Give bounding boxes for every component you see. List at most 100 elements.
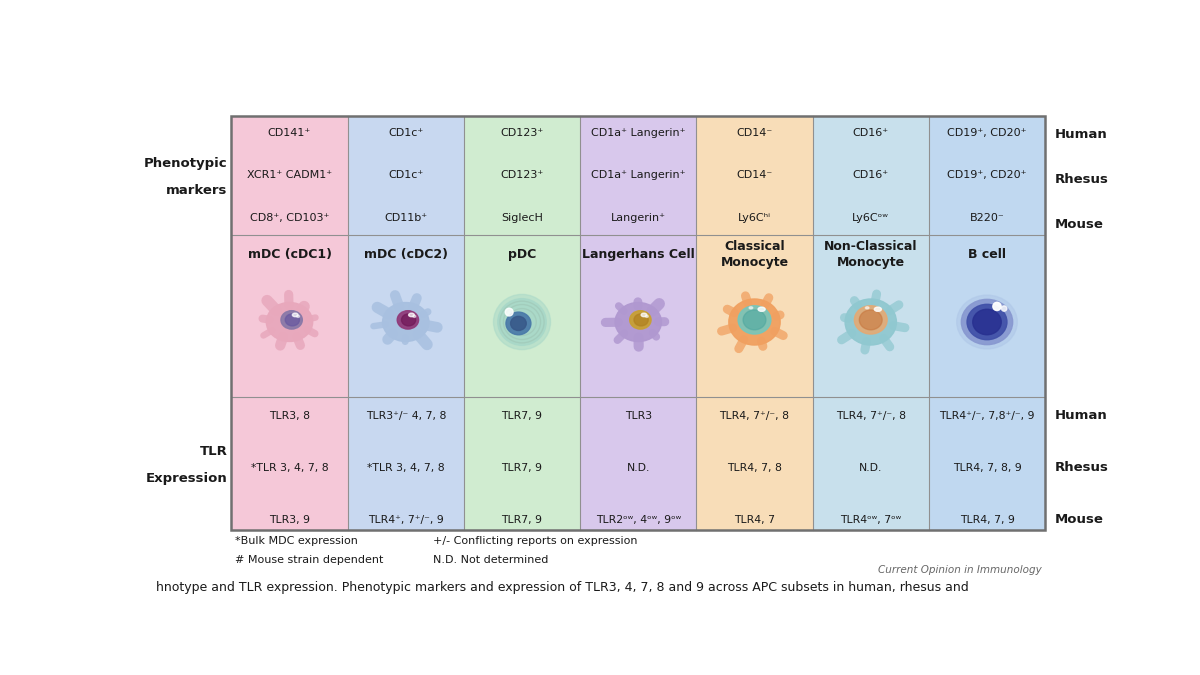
Text: CD11b⁺: CD11b⁺: [384, 213, 427, 223]
Ellipse shape: [967, 304, 1007, 340]
Circle shape: [1002, 306, 1007, 311]
Ellipse shape: [973, 309, 1001, 335]
Ellipse shape: [266, 302, 313, 342]
Ellipse shape: [743, 310, 766, 330]
Text: mDC (cDC2): mDC (cDC2): [364, 248, 448, 261]
Bar: [580, 115, 696, 530]
Text: TLR4, 7: TLR4, 7: [734, 515, 775, 525]
Text: XCR1⁺ CADM1⁺: XCR1⁺ CADM1⁺: [247, 170, 332, 180]
Text: TLR4, 7, 9: TLR4, 7, 9: [960, 515, 1014, 525]
Text: TLR7, 9: TLR7, 9: [502, 463, 542, 473]
Text: N.D.: N.D.: [626, 463, 650, 473]
Text: hnotype and TLR expression. Phenotypic markers and expression of TLR3, 4, 7, 8 a: hnotype and TLR expression. Phenotypic m…: [156, 581, 968, 594]
Text: TLR4ᵒʷ, 7ᵒʷ: TLR4ᵒʷ, 7ᵒʷ: [840, 515, 901, 525]
Text: TLR7, 9: TLR7, 9: [502, 515, 542, 525]
Bar: [696, 115, 812, 530]
Bar: [232, 115, 348, 530]
Ellipse shape: [859, 310, 882, 330]
Ellipse shape: [402, 314, 415, 326]
Text: Human: Human: [1055, 410, 1108, 423]
Bar: [232, 115, 1045, 530]
Text: CD19⁺, CD20⁺: CD19⁺, CD20⁺: [947, 128, 1027, 138]
Text: Langerin⁺: Langerin⁺: [611, 213, 666, 223]
Text: +/- Conflicting reports on expression: +/- Conflicting reports on expression: [433, 536, 637, 546]
Text: *TLR 3, 4, 7, 8: *TLR 3, 4, 7, 8: [251, 463, 329, 473]
Circle shape: [992, 302, 1001, 311]
Text: Mouse: Mouse: [1055, 219, 1103, 232]
Text: TLR4⁺/⁻, 7,8⁺/⁻, 9: TLR4⁺/⁻, 7,8⁺/⁻, 9: [940, 411, 1034, 421]
Bar: [812, 115, 929, 530]
Text: Human: Human: [1055, 128, 1108, 141]
Text: Current Opinion in Immunology: Current Opinion in Immunology: [877, 566, 1042, 575]
Text: TLR2ᵒʷ, 4ᵒʷ, 9ᵒʷ: TLR2ᵒʷ, 4ᵒʷ, 9ᵒʷ: [595, 515, 680, 525]
Ellipse shape: [409, 313, 414, 317]
Ellipse shape: [738, 306, 770, 334]
Text: TLR3: TLR3: [625, 411, 652, 421]
Text: CD16⁺: CD16⁺: [853, 170, 889, 180]
Ellipse shape: [634, 314, 648, 326]
Text: CD1a⁺ Langerin⁺: CD1a⁺ Langerin⁺: [592, 128, 685, 138]
Ellipse shape: [854, 306, 887, 334]
Bar: [348, 115, 464, 530]
Text: B cell: B cell: [968, 248, 1006, 261]
Text: N.D.: N.D.: [859, 463, 882, 473]
Text: TLR4⁺, 7⁺/⁻, 9: TLR4⁺, 7⁺/⁻, 9: [368, 515, 444, 525]
Text: Phenotypic: Phenotypic: [144, 157, 228, 170]
Ellipse shape: [961, 299, 1013, 345]
Text: N.D. Not determined: N.D. Not determined: [433, 555, 548, 564]
Text: CD14⁻: CD14⁻: [737, 128, 773, 138]
Text: Ly6Cʰⁱ: Ly6Cʰⁱ: [738, 213, 772, 223]
Ellipse shape: [646, 315, 648, 317]
Ellipse shape: [630, 310, 652, 329]
Text: CD123⁺: CD123⁺: [500, 170, 544, 180]
Text: *TLR 3, 4, 7, 8: *TLR 3, 4, 7, 8: [367, 463, 444, 473]
Circle shape: [505, 308, 514, 316]
Ellipse shape: [875, 307, 882, 311]
Text: CD1c⁺: CD1c⁺: [388, 128, 424, 138]
Ellipse shape: [749, 306, 752, 309]
Text: Rhesus: Rhesus: [1055, 173, 1109, 186]
Text: Non-Classical
Monocyte: Non-Classical Monocyte: [824, 240, 918, 269]
Text: CD8⁺, CD103⁺: CD8⁺, CD103⁺: [250, 213, 329, 223]
Text: B220⁻: B220⁻: [970, 213, 1004, 223]
Text: TLR3, 8: TLR3, 8: [269, 411, 310, 421]
Text: Mouse: Mouse: [1055, 514, 1103, 526]
Ellipse shape: [296, 315, 300, 317]
Ellipse shape: [506, 312, 530, 335]
Text: CD141⁺: CD141⁺: [268, 128, 311, 138]
Text: *Bulk MDC expression: *Bulk MDC expression: [235, 536, 358, 546]
Ellipse shape: [281, 310, 302, 329]
Ellipse shape: [956, 295, 1018, 349]
Ellipse shape: [397, 310, 419, 329]
Ellipse shape: [510, 317, 527, 331]
Text: TLR3⁺/⁻ 4, 7, 8: TLR3⁺/⁻ 4, 7, 8: [366, 411, 446, 421]
Ellipse shape: [616, 302, 661, 342]
Text: pDC: pDC: [508, 248, 536, 261]
Bar: [929, 115, 1045, 530]
Text: TLR7, 9: TLR7, 9: [502, 411, 542, 421]
Ellipse shape: [758, 307, 766, 311]
Text: Langerhans Cell: Langerhans Cell: [582, 248, 695, 261]
Text: Ly6Cᵒʷ: Ly6Cᵒʷ: [852, 213, 889, 223]
Ellipse shape: [728, 299, 780, 345]
Text: TLR4, 7, 8, 9: TLR4, 7, 8, 9: [953, 463, 1021, 473]
Text: CD16⁺: CD16⁺: [853, 128, 889, 138]
Text: SiglecH: SiglecH: [502, 213, 542, 223]
Text: TLR4, 7⁺/⁻, 8: TLR4, 7⁺/⁻, 8: [720, 411, 790, 421]
Text: TLR3, 9: TLR3, 9: [269, 515, 310, 525]
Ellipse shape: [498, 298, 546, 346]
Text: CD19⁺, CD20⁺: CD19⁺, CD20⁺: [947, 170, 1027, 180]
Ellipse shape: [293, 313, 298, 317]
Text: CD123⁺: CD123⁺: [500, 128, 544, 138]
Ellipse shape: [641, 313, 647, 317]
Text: markers: markers: [166, 184, 228, 197]
Text: TLR: TLR: [199, 446, 228, 458]
Ellipse shape: [413, 315, 415, 317]
Text: CD1a⁺ Langerin⁺: CD1a⁺ Langerin⁺: [592, 170, 685, 180]
Ellipse shape: [383, 302, 428, 342]
Text: # Mouse strain dependent: # Mouse strain dependent: [235, 555, 384, 564]
Text: Expression: Expression: [145, 472, 228, 485]
Text: CD1c⁺: CD1c⁺: [388, 170, 424, 180]
Bar: [464, 115, 580, 530]
Ellipse shape: [865, 306, 869, 309]
